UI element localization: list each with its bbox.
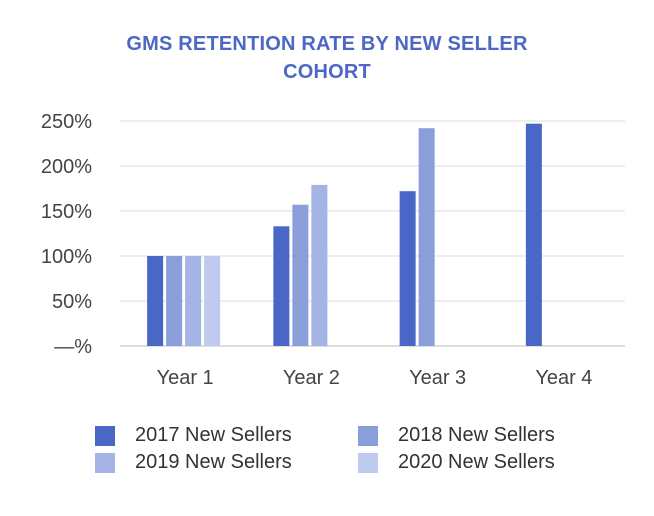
chart-title-line-2: COHORT — [283, 61, 371, 83]
legend-swatch-2018 — [358, 425, 378, 446]
legend-swatch-2017 — [95, 425, 115, 446]
legend-label-2017: 2017 New Sellers — [135, 424, 292, 446]
y-tick-label: 200% — [41, 156, 92, 178]
bar — [399, 191, 416, 346]
legend-item-2017: 2017 New Sellers — [95, 424, 292, 447]
bar — [204, 256, 221, 346]
chart-title: GMS RETENTION RATE BY NEW SELLER COHORT — [77, 30, 577, 86]
bar — [525, 123, 542, 346]
bar — [166, 256, 183, 346]
legend-label-2018: 2018 New Sellers — [398, 424, 555, 446]
y-tick-label: —% — [54, 336, 92, 358]
bar — [292, 204, 309, 346]
chart-title-line-1: GMS RETENTION RATE BY NEW SELLER — [126, 33, 528, 55]
x-tick-label: Year 4 — [535, 367, 592, 389]
y-tick-label: 150% — [41, 201, 92, 223]
bar — [147, 256, 164, 346]
legend-label-2019: 2019 New Sellers — [135, 451, 292, 473]
x-tick-label: Year 1 — [157, 367, 214, 389]
legend-label-2020: 2020 New Sellers — [398, 451, 555, 473]
bar — [185, 256, 202, 346]
bar — [311, 184, 328, 346]
bar — [273, 226, 290, 346]
legend-swatch-2020 — [358, 452, 378, 473]
y-tick-label: 250% — [41, 111, 92, 133]
y-tick-label: 100% — [41, 246, 92, 268]
bar-chart: —% 50% 100% 150% 200% 250% Year 1 Year 2 Year 3 Y… — [41, 111, 625, 389]
legend-swatch-2019 — [95, 452, 115, 473]
legend-item-2018: 2018 New Sellers — [358, 424, 555, 447]
legend-item-2020: 2020 New Sellers — [358, 451, 555, 474]
legend-item-2019: 2019 New Sellers — [95, 451, 292, 474]
x-tick-label: Year 3 — [409, 367, 466, 389]
bar — [418, 128, 435, 346]
x-tick-label: Year 2 — [283, 367, 340, 389]
y-tick-label: 50% — [52, 291, 92, 313]
